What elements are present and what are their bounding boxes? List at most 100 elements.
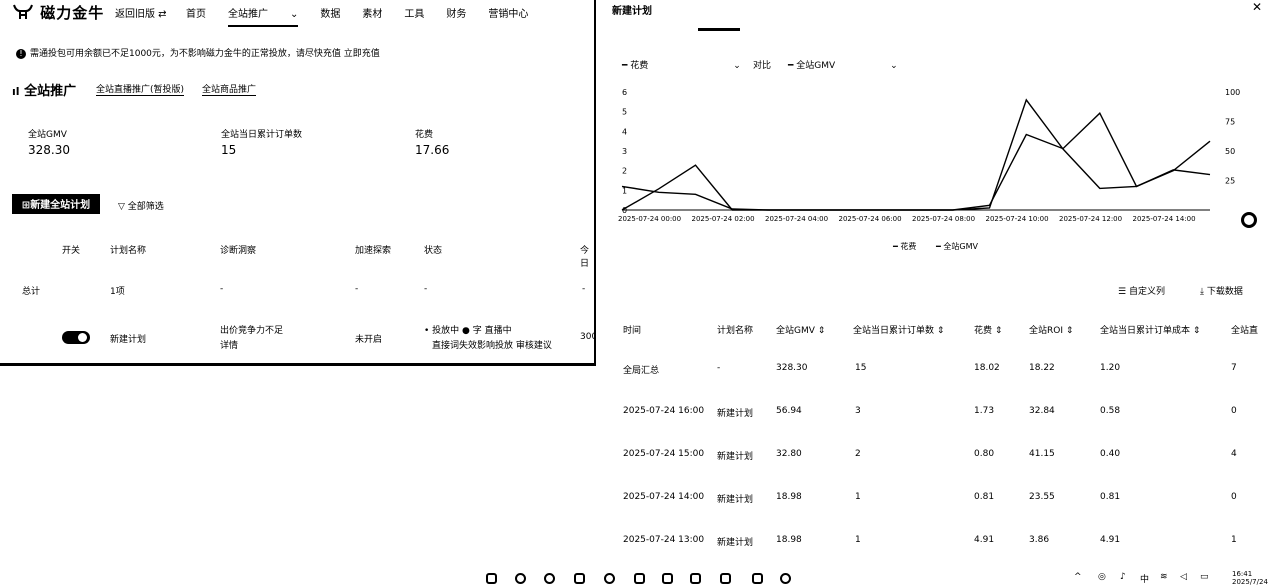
col-orders[interactable]: 全站当日累计订单数 ⇕ bbox=[853, 326, 945, 336]
metric-select-1[interactable]: ━ 花费 ⌄ bbox=[622, 58, 741, 71]
row-more: 7 bbox=[1231, 363, 1237, 373]
compare-label: 对比 bbox=[753, 61, 772, 71]
app-logo[interactable]: 磁力金牛 bbox=[12, 2, 104, 23]
chevron-up-icon[interactable]: ^ bbox=[1074, 572, 1082, 582]
search-icon[interactable] bbox=[604, 573, 615, 584]
metric-orders-value: 15 bbox=[221, 143, 237, 157]
filter-button[interactable]: ▽ 全部筛选 bbox=[118, 199, 164, 212]
col-cost[interactable]: 花费 ⇕ bbox=[974, 326, 1003, 336]
row-gmv: 18.98 bbox=[776, 492, 802, 502]
nav-data[interactable]: 数据 bbox=[320, 9, 341, 20]
series-line-gmv bbox=[621, 112, 1211, 211]
nav-home[interactable]: 首页 bbox=[186, 9, 206, 20]
x-tick-label: 2025-07-24 14:00 bbox=[1133, 215, 1196, 223]
col-order-cost[interactable]: 全站当日累计订单成本 ⇕ bbox=[1100, 326, 1201, 336]
plan-status-hint[interactable]: 直接词失效影响投放 审核建议 bbox=[432, 341, 552, 351]
x-tick-label: 2025-07-24 08:00 bbox=[912, 215, 975, 223]
row-order-cost: 4.91 bbox=[1100, 535, 1121, 545]
old-version-link[interactable]: 返回旧版 ⇄ bbox=[115, 9, 167, 20]
download-button[interactable]: ⤓ 下载数据 bbox=[1200, 284, 1243, 297]
tray-icon[interactable]: ◎ bbox=[1098, 572, 1106, 582]
chrome-icon[interactable] bbox=[544, 573, 555, 584]
row-roi: 41.15 bbox=[1029, 449, 1055, 459]
plan-name[interactable]: 新建计划 bbox=[110, 335, 147, 345]
row-plan: 新建计划 bbox=[717, 409, 754, 419]
new-plan-label: 新建全站计划 bbox=[30, 200, 91, 211]
chart-scroll-handle[interactable] bbox=[1241, 212, 1257, 228]
plan-today: 300 bbox=[580, 332, 596, 342]
clock[interactable]: 16:41 2025/7/24 bbox=[1232, 570, 1268, 586]
tab-product-promotion[interactable]: 全站商品推广 bbox=[202, 82, 257, 96]
col-status: 状态 bbox=[424, 246, 443, 256]
y-left-tick: 3 bbox=[622, 147, 627, 156]
folder-icon[interactable] bbox=[574, 573, 585, 584]
col-today: 今日 bbox=[580, 246, 590, 269]
download-icon: ⤓ bbox=[1200, 287, 1204, 297]
col-more: 全站直 bbox=[1231, 326, 1259, 336]
app-icon[interactable] bbox=[486, 573, 497, 584]
nav-marketing[interactable]: 营销中心 bbox=[488, 9, 529, 20]
custom-columns-button[interactable]: ☰ 自定义列 bbox=[1118, 284, 1165, 297]
y-left-tick: 4 bbox=[622, 127, 627, 136]
bull-icon bbox=[13, 4, 33, 19]
balance-notice: ! 需通投包可用余额已不足1000元，为不影响磁力金牛的正常投放，请尽快充值 立即… bbox=[16, 46, 380, 59]
trend-chart-svg: 0 1 2 3 4 5 6 25 50 75 100 2025-07-24 00:00 2025-07-… bbox=[618, 88, 1240, 223]
metric-cost-value: 17.66 bbox=[415, 143, 450, 157]
main-nav: 首页 全站推广 ⌄ 数据 素材 工具 财务 营销中心 bbox=[186, 5, 550, 27]
row-roi: 23.55 bbox=[1029, 492, 1055, 502]
plus-icon: ⊞ bbox=[21, 200, 31, 211]
nav-tools[interactable]: 工具 bbox=[404, 9, 425, 20]
plan-diagnosis-detail-link[interactable]: 详情 bbox=[220, 341, 239, 351]
row-gmv: 56.94 bbox=[776, 406, 802, 416]
plan-toggle-switch[interactable] bbox=[62, 331, 90, 344]
col-time: 时间 bbox=[623, 326, 642, 336]
row-time: 2025-07-24 14:00 bbox=[623, 492, 705, 502]
battery-icon[interactable]: ▭ bbox=[1200, 572, 1209, 582]
legend-gmv[interactable]: ━ 全站GMV bbox=[936, 241, 978, 252]
top-nav: 磁力金牛 返回旧版 ⇄ 首页 全站推广 ⌄ 数据 素材 工具 财务 营销中心 bbox=[0, 0, 594, 27]
nav-finance[interactable]: 财务 bbox=[446, 9, 467, 20]
row-orders: 2 bbox=[855, 449, 861, 459]
app-icon[interactable] bbox=[720, 573, 731, 584]
y-left-tick: 0 bbox=[622, 206, 627, 215]
row-orders: 1 bbox=[855, 535, 861, 545]
nav-material[interactable]: 素材 bbox=[362, 9, 383, 20]
gear-icon[interactable] bbox=[752, 573, 763, 584]
new-plan-button[interactable]: ⊞新建全站计划 bbox=[12, 194, 100, 214]
plan-accelerate: 未开启 bbox=[355, 335, 383, 345]
row-roi: 3.86 bbox=[1029, 535, 1050, 545]
ime-icon[interactable]: 中 bbox=[1140, 575, 1150, 585]
page-title: ıl 全站推广 bbox=[12, 80, 76, 99]
filter-label: 全部筛选 bbox=[127, 202, 164, 212]
app-icon[interactable] bbox=[634, 573, 645, 584]
col-switch: 开关 bbox=[62, 246, 81, 256]
image-icon[interactable] bbox=[662, 573, 673, 584]
browser-icon[interactable] bbox=[515, 573, 526, 584]
metric-select-2[interactable]: ━ 全站GMV ⌄ bbox=[788, 58, 898, 71]
row-time: 2025-07-24 16:00 bbox=[623, 406, 705, 416]
row-cost: 0.80 bbox=[974, 449, 995, 459]
row-order-cost: 0.58 bbox=[1100, 406, 1121, 416]
row-order-cost: 1.20 bbox=[1100, 363, 1121, 373]
y-right-tick: 100 bbox=[1225, 88, 1240, 97]
col-roi[interactable]: 全站ROI ⇕ bbox=[1029, 326, 1074, 336]
col-gmv[interactable]: 全站GMV ⇕ bbox=[776, 326, 826, 336]
wifi-icon[interactable]: ≋ bbox=[1160, 572, 1168, 582]
volume-icon[interactable]: ◁ bbox=[1180, 572, 1187, 582]
filter-icon: ▽ bbox=[118, 202, 125, 212]
row-cost: 4.91 bbox=[974, 535, 995, 545]
legend-cost[interactable]: ━ 花费 bbox=[893, 241, 916, 252]
nav-promotion[interactable]: 全站推广 ⌄ bbox=[228, 9, 299, 27]
app-icon[interactable] bbox=[780, 573, 791, 584]
mic-icon[interactable]: ♪ bbox=[1120, 572, 1126, 582]
total-accelerate: - bbox=[355, 284, 359, 294]
notice-text: 需通投包可用余额已不足1000元，为不影响磁力金牛的正常投放，请尽快充值 立即充… bbox=[30, 49, 380, 59]
page-title-text: 全站推广 bbox=[24, 84, 77, 99]
close-icon[interactable]: ✕ bbox=[1252, 0, 1263, 14]
y-left-tick: 5 bbox=[622, 108, 627, 117]
download-label: 下载数据 bbox=[1206, 287, 1243, 297]
tab-live-promotion[interactable]: 全站直播推广(暂投版) bbox=[96, 82, 185, 96]
chevron-down-icon: ⌄ bbox=[733, 61, 741, 71]
legend-gmv-label: 全站GMV bbox=[943, 242, 978, 251]
tool-icon[interactable] bbox=[690, 573, 701, 584]
